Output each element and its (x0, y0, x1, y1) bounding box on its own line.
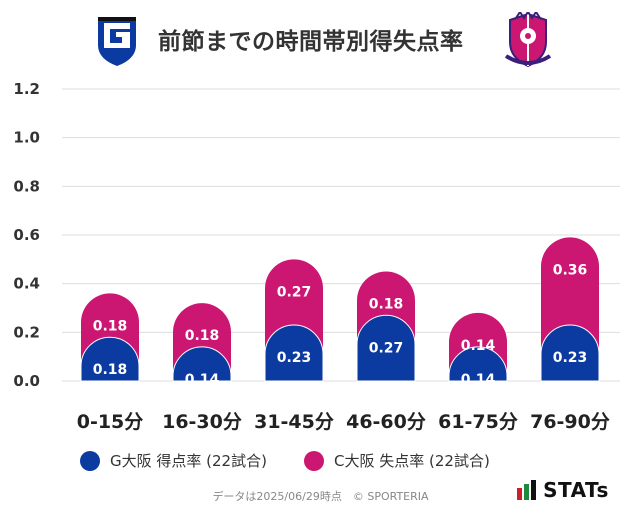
bar-home (540, 324, 600, 382)
x-tick-label: 61-75分 (438, 411, 518, 433)
legend-label-home: G大阪 得点率 (22試合) (110, 452, 267, 470)
legend-swatch-away (304, 450, 324, 471)
y-tick-label: 0.8 (13, 177, 40, 195)
data-label-away: 0.18 (93, 318, 128, 334)
x-tick-label: 0-15分 (77, 411, 144, 433)
data-label-home: 0.23 (277, 350, 312, 366)
data-label-home: 0.27 (369, 340, 404, 356)
x-tick-label: 16-30分 (162, 411, 242, 433)
data-label-home: 0.14 (185, 372, 220, 388)
y-tick-label: 0.4 (13, 275, 40, 293)
y-tick-label: 0.2 (13, 323, 40, 341)
x-tick-label: 46-60分 (346, 411, 426, 433)
bar-home (264, 324, 324, 382)
bar-chart: 0.0 0.2 0.4 0.6 0.8 1.0 1.2 0.18 0.18 0-15分 0.14 0.… (13, 80, 620, 433)
legend-item-away: C大阪 失点率 (22試合) (304, 450, 490, 471)
x-tick-label: 76-90分 (530, 411, 610, 433)
legend-swatch-home (80, 450, 100, 471)
legend-item-home: G大阪 得点率 (22試合) (80, 450, 267, 471)
data-label-away: 0.18 (185, 328, 220, 344)
data-label-home: 0.14 (461, 372, 496, 388)
x-tick-label: 31-45分 (254, 411, 334, 433)
stats-bars-icon (517, 480, 536, 500)
footnote: データは2025/06/29時点 © SPORTERIA (212, 490, 429, 503)
data-label-home: 0.23 (553, 350, 588, 366)
y-tick-label: 1.2 (13, 80, 40, 98)
y-tick-label: 0.6 (13, 226, 40, 244)
y-tick-label: 0.0 (13, 372, 40, 390)
bar-home (80, 336, 140, 382)
data-label-away: 0.36 (553, 262, 588, 278)
bar-home (172, 346, 232, 382)
cerezo-osaka-emblem-icon (504, 12, 552, 68)
stats-brand-text: STATs (543, 478, 609, 502)
chart-title: 前節までの時間帯別得失点率 (158, 29, 464, 55)
data-label-away: 0.14 (461, 338, 496, 354)
bar-home (356, 314, 416, 382)
chart-header: 前節までの時間帯別得失点率 (0, 0, 641, 80)
data-label-away: 0.27 (277, 284, 312, 300)
data-label-home: 0.18 (93, 362, 128, 378)
gamba-osaka-emblem-icon (98, 17, 136, 66)
data-label-away: 0.18 (369, 297, 404, 313)
bar-home (448, 346, 508, 382)
y-tick-label: 1.0 (13, 129, 40, 147)
stats-brand-logo: STATs (516, 478, 609, 502)
legend-label-away: C大阪 失点率 (22試合) (334, 452, 490, 470)
